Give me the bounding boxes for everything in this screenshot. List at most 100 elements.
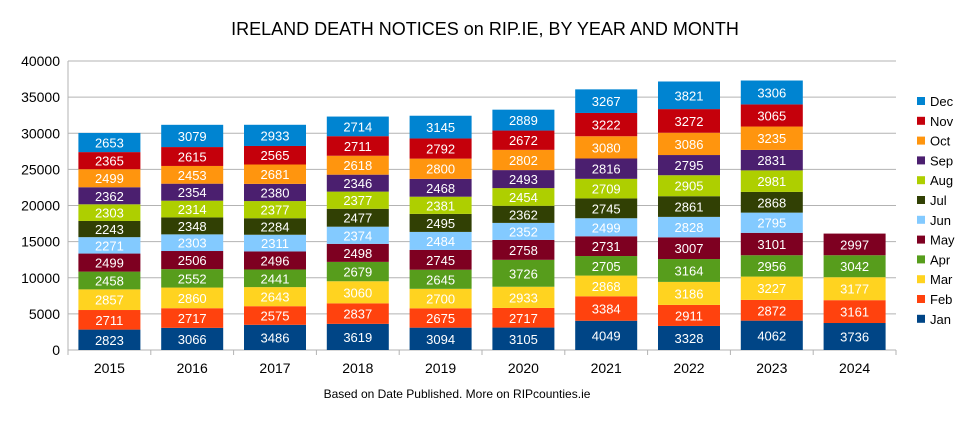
legend-swatch-nov xyxy=(917,116,925,125)
data-label: 3080 xyxy=(592,140,621,155)
bar-segment-mar xyxy=(492,286,555,308)
bars: 2823271128572458249922712243230323622499… xyxy=(78,80,886,350)
legend-swatch-jan xyxy=(917,314,925,323)
bar-segment-jul xyxy=(740,191,803,213)
bar-segment-jun xyxy=(244,234,306,252)
legend-label: Dec xyxy=(930,94,954,109)
bar-segment-mar xyxy=(161,287,224,309)
bar-segment-nov xyxy=(575,112,638,137)
bar-segment-jan xyxy=(409,327,472,350)
data-label: 2453 xyxy=(178,168,207,183)
legend: Dec Nov Oct Sep Aug Jul Jun May Apr Mar Feb Jan xyxy=(917,94,955,327)
data-label: 2377 xyxy=(261,203,290,218)
bar-segment-nov xyxy=(409,138,472,159)
data-label: 2499 xyxy=(592,220,621,235)
bar-segment-may xyxy=(740,232,803,256)
bar-segment-jun xyxy=(326,226,389,244)
legend-label: Feb xyxy=(930,292,952,307)
legend-swatch-sep xyxy=(917,156,925,165)
bar-segment-feb xyxy=(575,296,638,321)
chart-title: IRELAND DEATH NOTICES on RIP.IE, BY YEAR… xyxy=(231,19,739,39)
legend-swatch-aug xyxy=(917,176,925,185)
bar-segment-feb xyxy=(409,308,472,328)
bar-segment-jul xyxy=(244,218,306,235)
y-tick-label: 5000 xyxy=(29,306,60,322)
bar-segment-jul xyxy=(161,217,224,235)
legend-label: Jul xyxy=(930,193,947,208)
bar-segment-oct xyxy=(78,169,141,188)
bar-segment-apr xyxy=(575,256,638,276)
data-label: 3306 xyxy=(757,85,786,100)
bar-segment-nov xyxy=(78,152,141,170)
x-axis-ticks: 2015 2016 2017 2018 2019 2020 2021 2022 2023 2024 xyxy=(94,360,871,376)
data-label: 2700 xyxy=(426,292,455,307)
bar-segment-jan xyxy=(740,320,803,350)
legend-label: Apr xyxy=(930,252,951,267)
bar-segment-feb xyxy=(823,300,886,324)
data-label: 2672 xyxy=(509,133,538,148)
data-label: 2377 xyxy=(343,193,372,208)
x-tick-label: 2022 xyxy=(673,360,704,376)
data-label: 2362 xyxy=(509,207,538,222)
data-label: 2745 xyxy=(592,201,621,216)
bar-segment-aug xyxy=(161,200,224,218)
data-label: 3222 xyxy=(592,118,621,133)
data-label: 2857 xyxy=(95,293,124,308)
data-label: 2454 xyxy=(509,190,538,205)
bar-segment-nov xyxy=(244,145,306,165)
data-label: 3145 xyxy=(426,120,455,135)
bar-segment-jan xyxy=(326,323,389,350)
bar-segment-jan xyxy=(823,323,886,350)
x-tick-label: 2016 xyxy=(177,360,208,376)
data-label: 2284 xyxy=(261,219,290,234)
bar-segment-apr xyxy=(244,269,306,288)
bar-segment-aug xyxy=(740,170,803,192)
data-label: 2681 xyxy=(261,167,290,182)
legend-label: Jan xyxy=(930,312,951,327)
bar-segment-jan xyxy=(78,329,141,350)
bar-segment-mar xyxy=(244,287,306,307)
bar-segment-jul xyxy=(575,198,638,219)
bar-segment-jun xyxy=(658,216,720,238)
data-label: 3177 xyxy=(840,282,869,297)
data-label: 2311 xyxy=(261,236,289,251)
data-label: 3086 xyxy=(675,137,704,152)
bar-segment-jul xyxy=(658,196,720,217)
x-tick-label: 2021 xyxy=(591,360,622,376)
bar-segment-oct xyxy=(161,165,224,184)
data-label: 2933 xyxy=(261,128,290,143)
data-label: 2997 xyxy=(840,237,869,252)
data-label: 2981 xyxy=(757,174,786,189)
bar-segment-apr xyxy=(658,259,720,282)
data-label: 3094 xyxy=(426,332,455,347)
bar-segment-feb xyxy=(492,307,555,328)
bar-stack-2018: 3619 2837 3060 2679 2498 2374 2477 2377 2346 2618… xyxy=(326,116,389,350)
bar-segment-feb xyxy=(658,304,720,326)
bar-segment-may xyxy=(326,243,389,262)
y-tick-label: 35000 xyxy=(21,89,60,105)
bar-segment-oct xyxy=(740,126,803,150)
x-tick-label: 2019 xyxy=(425,360,456,376)
y-tick-label: 15000 xyxy=(21,234,60,250)
bar-segment-aug xyxy=(244,201,306,219)
data-label: 2933 xyxy=(509,290,538,305)
bar-segment-mar xyxy=(326,281,389,304)
bar-segment-jun xyxy=(78,237,141,254)
bar-segment-aug xyxy=(78,204,141,221)
legend-swatch-mar xyxy=(917,275,925,284)
bar-segment-mar xyxy=(409,288,472,309)
data-label: 2860 xyxy=(178,291,207,306)
bar-stack-2024: 3736 3161 3177 3042 2997 xyxy=(823,233,886,350)
bar-segment-feb xyxy=(326,303,389,324)
bar-segment-nov xyxy=(740,104,803,127)
legend-label: Nov xyxy=(930,114,954,129)
data-label: 2758 xyxy=(509,243,538,258)
x-tick-label: 2017 xyxy=(259,360,290,376)
data-label: 2381 xyxy=(426,198,455,213)
data-label: 2675 xyxy=(426,311,455,326)
data-label: 2872 xyxy=(757,303,786,318)
bar-segment-sep xyxy=(409,178,472,197)
data-label: 2802 xyxy=(509,153,538,168)
data-label: 2354 xyxy=(178,185,207,200)
